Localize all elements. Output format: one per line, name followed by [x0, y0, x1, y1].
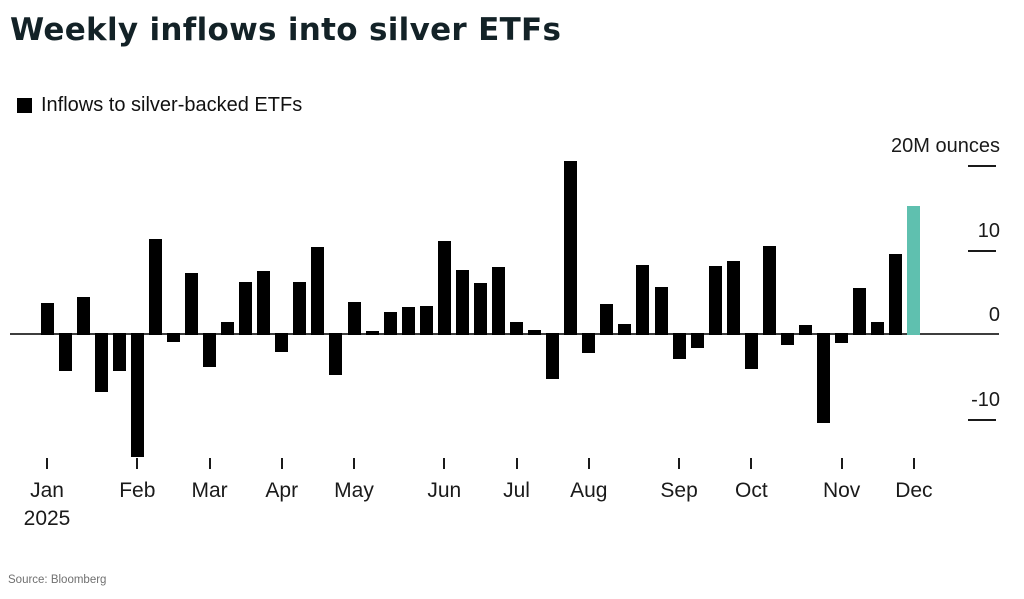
x-axis-label-jun: Jun	[427, 479, 462, 502]
bar	[871, 322, 885, 335]
x-axis-label-feb: Feb	[119, 479, 156, 502]
x-axis-label-apr: Apr	[265, 479, 299, 502]
y-axis-label: 10	[977, 219, 1000, 242]
bar	[564, 160, 578, 335]
bar	[40, 302, 54, 335]
bar	[293, 281, 307, 335]
bar	[257, 271, 271, 335]
bar	[383, 312, 397, 335]
bar	[94, 333, 108, 393]
y-axis-tick	[968, 249, 996, 252]
bar	[654, 286, 668, 335]
x-axis-tick	[515, 458, 518, 469]
bar	[239, 281, 253, 335]
bar	[347, 301, 361, 335]
x-axis-tick	[280, 458, 283, 469]
x-axis-tick	[912, 458, 915, 469]
bar	[582, 333, 596, 354]
bar	[473, 283, 487, 335]
x-axis-tick	[750, 458, 753, 469]
bar	[510, 322, 524, 335]
x-axis-tick	[208, 458, 211, 469]
bar	[618, 323, 632, 335]
bar	[76, 296, 90, 335]
chart-title: Weekly inflows into silver ETFs	[10, 12, 562, 48]
y-axis-tick	[968, 418, 996, 421]
bar	[762, 246, 776, 335]
bar	[817, 333, 831, 423]
x-axis-tick	[136, 458, 139, 469]
bar	[636, 264, 650, 335]
bar	[58, 333, 72, 372]
bar	[690, 333, 704, 349]
source-note: Source: Bloomberg	[8, 574, 107, 586]
x-axis-label-oct: Oct	[734, 479, 768, 502]
bar	[437, 241, 451, 335]
bar	[203, 333, 217, 367]
x-axis-tick	[353, 458, 356, 469]
bar	[419, 306, 433, 335]
bar	[546, 333, 560, 379]
bar	[401, 306, 415, 335]
bar	[329, 333, 343, 375]
x-axis-tick	[46, 458, 48, 469]
bar	[889, 253, 903, 335]
bar	[455, 269, 469, 335]
x-axis-tick	[587, 458, 590, 469]
bar	[835, 333, 849, 344]
x-axis-label-sep: Sep	[660, 479, 698, 502]
legend-label: Inflows to silver-backed ETFs	[41, 94, 303, 116]
y-axis-label: 0	[988, 304, 1000, 326]
bar	[365, 331, 379, 335]
bar	[708, 265, 722, 335]
bar	[780, 333, 794, 345]
x-axis-label-dec: Dec	[895, 479, 933, 502]
bar	[130, 333, 144, 457]
bar	[184, 273, 198, 335]
bar	[799, 324, 813, 335]
x-axis-label-may: May	[334, 479, 374, 502]
x-axis-label-jan: Jan 2025	[23, 479, 71, 531]
x-axis-label-nov: Nov	[822, 479, 861, 502]
x-axis-tick	[443, 458, 446, 469]
y-axis-label: -10	[971, 388, 1000, 411]
bar	[528, 329, 542, 335]
legend: Inflows to silver-backed ETFs	[17, 94, 302, 117]
bar-highlighted	[907, 205, 921, 335]
bar	[744, 333, 758, 369]
bar	[853, 287, 867, 335]
bar	[600, 303, 614, 335]
bar	[672, 333, 686, 360]
y-axis-tick	[968, 165, 996, 167]
x-axis-label-jul: Jul	[503, 479, 530, 502]
x-axis-label-aug: Aug	[570, 479, 608, 502]
bar	[221, 322, 235, 335]
x-axis-label-mar: Mar	[191, 479, 228, 502]
bar	[112, 333, 126, 372]
bar	[166, 333, 180, 343]
x-axis-tick	[678, 458, 681, 469]
x-axis-tick	[840, 458, 843, 469]
bar	[275, 333, 289, 352]
bar	[726, 261, 740, 335]
legend-swatch-icon	[17, 98, 32, 113]
bar	[492, 267, 505, 335]
bar	[311, 246, 325, 335]
bar	[148, 239, 162, 335]
y-axis-label: 20M ounces	[891, 135, 1000, 157]
